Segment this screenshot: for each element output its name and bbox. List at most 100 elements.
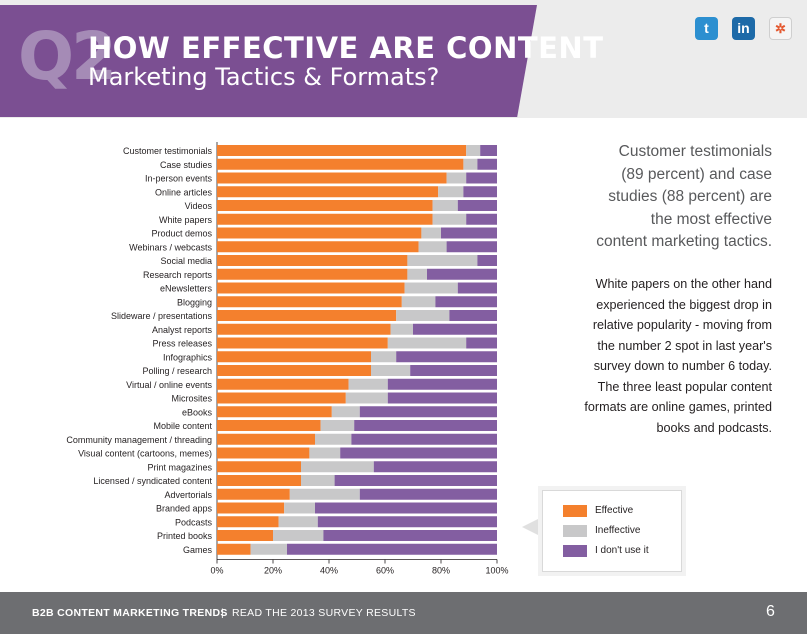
bar-segment-ineffective: [432, 213, 467, 225]
bar-segment-unused: [466, 337, 497, 349]
category-label: Blogging: [177, 297, 212, 307]
bar-segment-effective: [217, 516, 279, 528]
bar-segment-ineffective: [401, 296, 436, 308]
bar-segment-effective: [217, 530, 273, 541]
category-label: In-person events: [145, 174, 213, 184]
bar-segment-ineffective: [407, 255, 478, 266]
bar-segment-unused: [373, 461, 497, 473]
bar-segment-effective: [217, 186, 439, 198]
bar-segment-unused: [410, 365, 497, 376]
bar-segment-effective: [217, 200, 433, 211]
bar-segment-unused: [463, 186, 497, 198]
bar-segment-unused: [477, 158, 497, 170]
bar-segment-unused: [387, 392, 497, 404]
x-tick-label: 0%: [210, 566, 223, 576]
category-label: eNewsletters: [160, 284, 213, 294]
bar-segment-effective: [217, 337, 388, 349]
category-label: Print magazines: [147, 462, 212, 472]
bar-segment-effective: [217, 502, 285, 514]
bar-segment-unused: [323, 530, 497, 541]
category-label: Polling / research: [142, 366, 212, 376]
share-icon[interactable]: ✲: [769, 17, 792, 40]
page-number: 6: [766, 603, 775, 620]
bar-segment-effective: [217, 158, 464, 170]
category-label: Microsites: [171, 394, 212, 404]
bar-segment-ineffective: [301, 461, 374, 473]
bar-segment-ineffective: [348, 378, 388, 390]
x-tick-label: 20%: [264, 566, 282, 576]
bar-segment-effective: [217, 351, 371, 363]
linkedin-icon[interactable]: in: [732, 17, 755, 40]
body-line: experienced the biggest drop in: [596, 297, 772, 312]
stacked-bar-chart: Customer testimonials Case studies In-pers…: [66, 142, 509, 576]
bar-segment-effective: [217, 323, 391, 335]
bar-segment-effective: [217, 241, 419, 253]
bar-segment-ineffective: [273, 530, 324, 541]
bar-segment-ineffective: [438, 186, 464, 198]
footer-bar: B2B CONTENT MARKETING TRENDS | READ THE …: [0, 592, 807, 634]
bar-segment-ineffective: [371, 365, 411, 376]
page-subtitle: Marketing Tactics & Formats?: [88, 63, 440, 91]
bar-segment-unused: [359, 488, 497, 500]
category-label: Customer testimonials: [123, 146, 213, 156]
bar-segment-ineffective: [387, 337, 467, 349]
bar-segment-effective: [217, 145, 467, 156]
bar-segment-effective: [217, 213, 433, 225]
footer-separator: |: [221, 607, 224, 619]
bar-segment-effective: [217, 420, 321, 431]
bar-segment-unused: [466, 213, 497, 225]
bar-segment-unused: [315, 502, 497, 514]
bar-segment-effective: [217, 255, 408, 266]
bar-segment-ineffective: [289, 488, 360, 500]
category-label: Case studies: [160, 160, 213, 170]
body-text: White papers on the other hand experienc…: [562, 274, 772, 438]
category-label: Social media: [160, 256, 212, 266]
bar-segment-ineffective: [309, 447, 341, 459]
bar-segment-effective: [217, 365, 371, 376]
bar-segment-effective: [217, 461, 301, 473]
bar-segment-ineffective: [396, 310, 450, 321]
legend-pointer: [522, 517, 542, 537]
bar-segment-ineffective: [301, 475, 335, 486]
body-line: the number 2 spot in last year's: [597, 338, 772, 353]
body-line: books and podcasts.: [656, 420, 772, 435]
category-label: Advertorials: [164, 490, 212, 500]
bar-segment-effective: [217, 378, 349, 390]
legend-label: Effective: [595, 505, 634, 516]
bar-segment-effective: [217, 392, 346, 404]
legend-swatch: [563, 505, 587, 517]
legend-swatch: [563, 525, 587, 537]
bar-segment-ineffective: [284, 502, 315, 514]
body-line: White papers on the other hand: [595, 277, 772, 291]
bar-segment-unused: [449, 310, 497, 321]
body-line: survey down to number 6 today.: [593, 359, 772, 373]
legend-label: I don't use it: [595, 545, 649, 556]
twitter-icon[interactable]: t: [695, 17, 718, 40]
bar-segment-ineffective: [345, 392, 388, 404]
bar-segment-effective: [217, 406, 332, 418]
bar-segment-effective: [217, 475, 301, 486]
category-label: Games: [183, 545, 213, 555]
highlight-line: (89 percent) and case: [621, 165, 772, 183]
x-tick-label: 40%: [320, 566, 338, 576]
x-tick-label: 60%: [376, 566, 394, 576]
bar-segment-ineffective: [320, 420, 355, 431]
bar-segment-unused: [354, 420, 497, 431]
chart-legend: Effective Ineffective I don't use it: [542, 490, 682, 572]
category-label: Branded apps: [156, 504, 213, 514]
x-tick-label: 100%: [485, 566, 508, 576]
bar-segment-unused: [466, 172, 497, 184]
highlight-line: content marketing tactics.: [596, 233, 772, 250]
bar-segment-ineffective: [371, 351, 397, 363]
survey-results-link[interactable]: READ THE 2013 SURVEY RESULTS: [232, 607, 416, 619]
bar-segment-ineffective: [407, 268, 427, 280]
bar-segment-unused: [477, 255, 497, 266]
bar-segment-effective: [217, 282, 405, 294]
bar-segment-ineffective: [278, 516, 318, 528]
bar-segment-effective: [217, 227, 422, 239]
category-label: Analyst reports: [152, 325, 213, 335]
category-label: Mobile content: [153, 421, 212, 431]
bar-segment-ineffective: [446, 172, 467, 184]
category-label: Licensed / syndicated content: [93, 476, 212, 486]
bar-segment-effective: [217, 543, 251, 555]
